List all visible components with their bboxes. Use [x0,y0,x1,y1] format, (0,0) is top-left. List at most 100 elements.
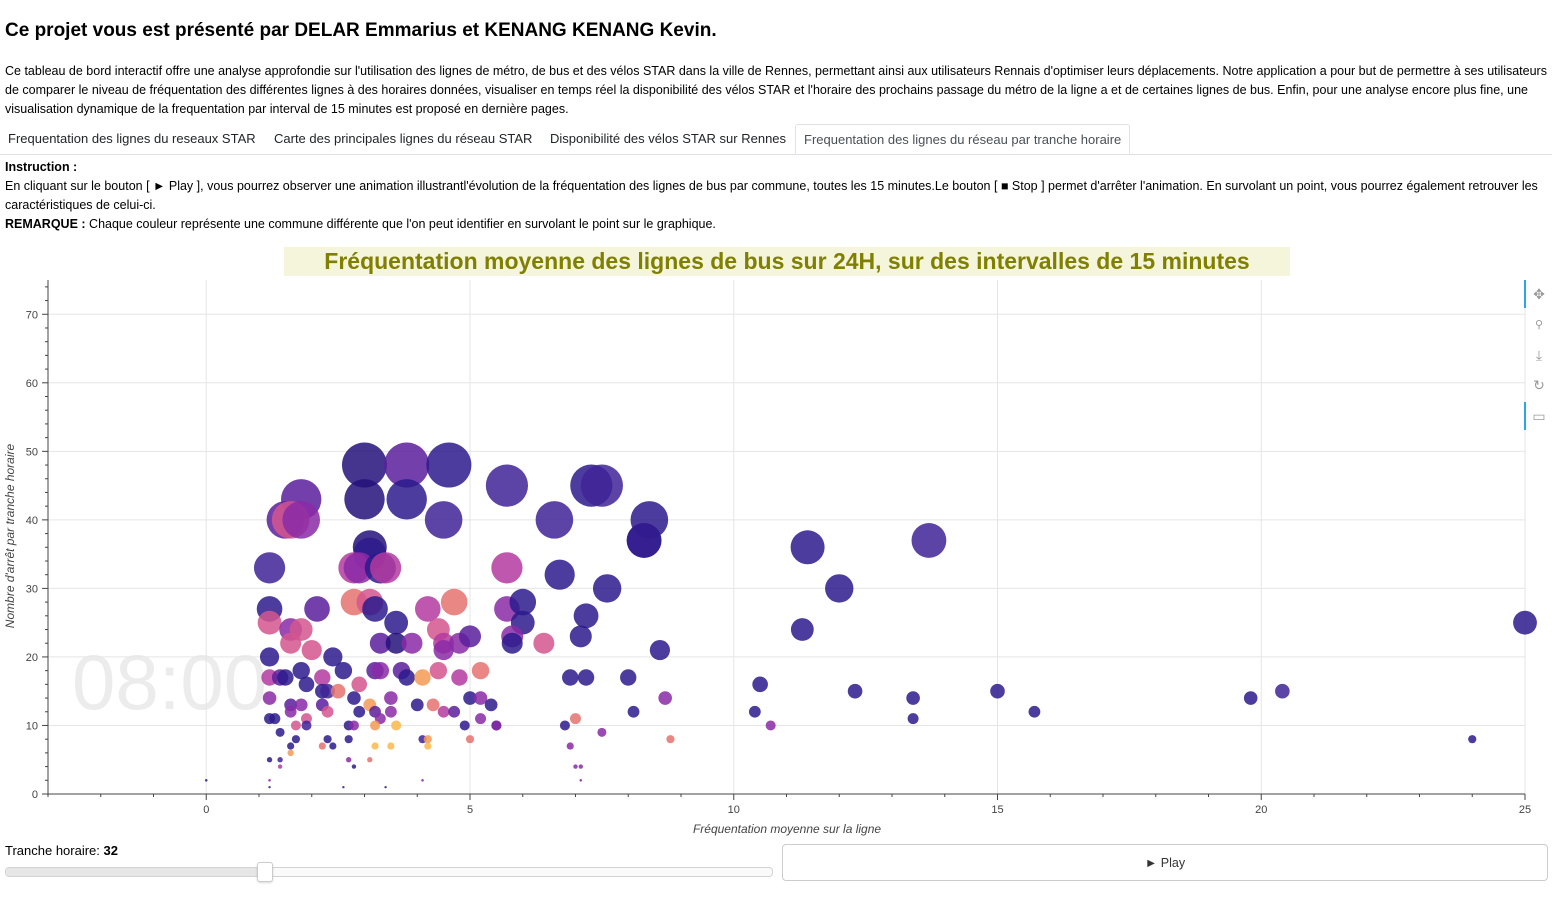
data-point[interactable] [485,464,529,507]
data-point[interactable] [294,698,308,712]
data-point[interactable] [752,676,768,693]
tab-velos[interactable]: Disponibilité des vélos STAR sur Rennes [550,131,787,146]
data-point[interactable] [1028,705,1041,718]
data-point[interactable] [658,691,672,705]
data-point[interactable] [459,625,481,648]
data-point[interactable] [562,669,579,686]
data-point[interactable] [287,749,294,757]
slider-track[interactable] [5,862,773,882]
data-point[interactable] [410,698,424,712]
data-points[interactable] [204,442,1537,789]
data-point[interactable] [765,720,776,731]
data-point[interactable] [426,442,472,488]
data-point[interactable] [569,625,592,648]
data-point[interactable] [484,698,498,712]
data-point[interactable] [473,691,488,705]
data-point[interactable] [351,676,368,693]
data-point[interactable] [277,757,283,763]
data-point[interactable] [748,705,761,718]
play-button[interactable]: ► Play [782,844,1548,881]
data-point[interactable] [287,742,295,750]
save-icon[interactable]: ⤓ [1535,347,1543,363]
data-point[interactable] [253,552,286,584]
data-point[interactable] [320,683,335,699]
hover-icon[interactable]: ▭ [1532,408,1546,424]
tab-tranche-horaire[interactable]: Frequentation des lignes du réseau par t… [795,124,1131,154]
data-point[interactable] [323,735,332,744]
data-point[interactable] [347,691,361,705]
data-point[interactable] [573,764,578,769]
data-point[interactable] [666,735,675,744]
data-point[interactable] [448,705,461,718]
data-point[interactable] [386,479,427,520]
data-point[interactable] [906,691,920,705]
data-point[interactable] [362,596,388,622]
data-point[interactable] [351,764,357,769]
data-point[interactable] [266,757,273,763]
data-point[interactable] [559,720,570,731]
data-point[interactable] [334,661,353,680]
data-point[interactable] [384,442,430,488]
data-point[interactable] [649,639,671,661]
data-point[interactable] [268,785,271,789]
data-point[interactable] [415,596,441,622]
data-point[interactable] [580,464,623,507]
data-point[interactable] [323,647,343,667]
data-point[interactable] [429,661,448,680]
data-point[interactable] [592,574,622,603]
data-point[interactable] [421,778,424,782]
data-point[interactable] [463,691,477,705]
data-point[interactable] [259,647,280,667]
tab-frequentation[interactable]: Frequentation des lignes du reseaux STAR [8,131,256,146]
data-point[interactable] [304,596,330,622]
data-point[interactable] [367,757,373,763]
data-point[interactable] [353,705,366,718]
data-point[interactable] [465,735,475,744]
data-point[interactable] [570,713,581,725]
data-point[interactable] [301,720,312,731]
data-point[interactable] [257,610,282,635]
data-point[interactable] [911,523,947,558]
data-point[interactable] [475,713,487,725]
data-point[interactable] [426,698,440,712]
data-point[interactable] [371,742,379,750]
data-point[interactable] [847,683,863,699]
data-point[interactable] [577,669,595,686]
data-point[interactable] [292,661,310,680]
data-point[interactable] [491,720,502,731]
slider-handle[interactable] [257,862,273,882]
data-point[interactable] [573,603,599,629]
data-point[interactable] [329,742,337,750]
data-point[interactable] [204,778,208,782]
wheel-zoom-icon[interactable]: ⚲ [1534,319,1544,331]
data-point[interactable] [424,501,463,539]
data-point[interactable] [471,661,490,680]
data-point[interactable] [491,552,523,584]
data-point[interactable] [579,778,583,782]
data-point[interactable] [790,618,814,641]
data-point[interactable] [459,720,470,731]
data-point[interactable] [578,764,583,769]
bubble-chart[interactable]: Fréquentation moyenne des lignes de bus … [0,244,1552,844]
data-point[interactable] [342,442,387,488]
data-point[interactable] [533,632,555,654]
data-point[interactable] [1468,735,1477,744]
data-point[interactable] [424,742,432,750]
data-point[interactable] [342,785,345,789]
data-point[interactable] [262,691,277,705]
data-point[interactable] [301,639,322,661]
data-point[interactable] [282,501,321,539]
data-point[interactable] [298,676,315,693]
data-point[interactable] [277,764,283,769]
data-point[interactable] [290,720,301,731]
data-point[interactable] [384,785,387,789]
data-point[interactable] [369,632,391,654]
data-point[interactable] [370,552,402,584]
data-point[interactable] [401,632,423,654]
data-point[interactable] [277,669,294,686]
data-point[interactable] [275,727,285,737]
data-point[interactable] [990,683,1005,699]
data-point[interactable] [384,691,398,705]
data-point[interactable] [344,479,385,520]
data-point[interactable] [566,742,574,750]
